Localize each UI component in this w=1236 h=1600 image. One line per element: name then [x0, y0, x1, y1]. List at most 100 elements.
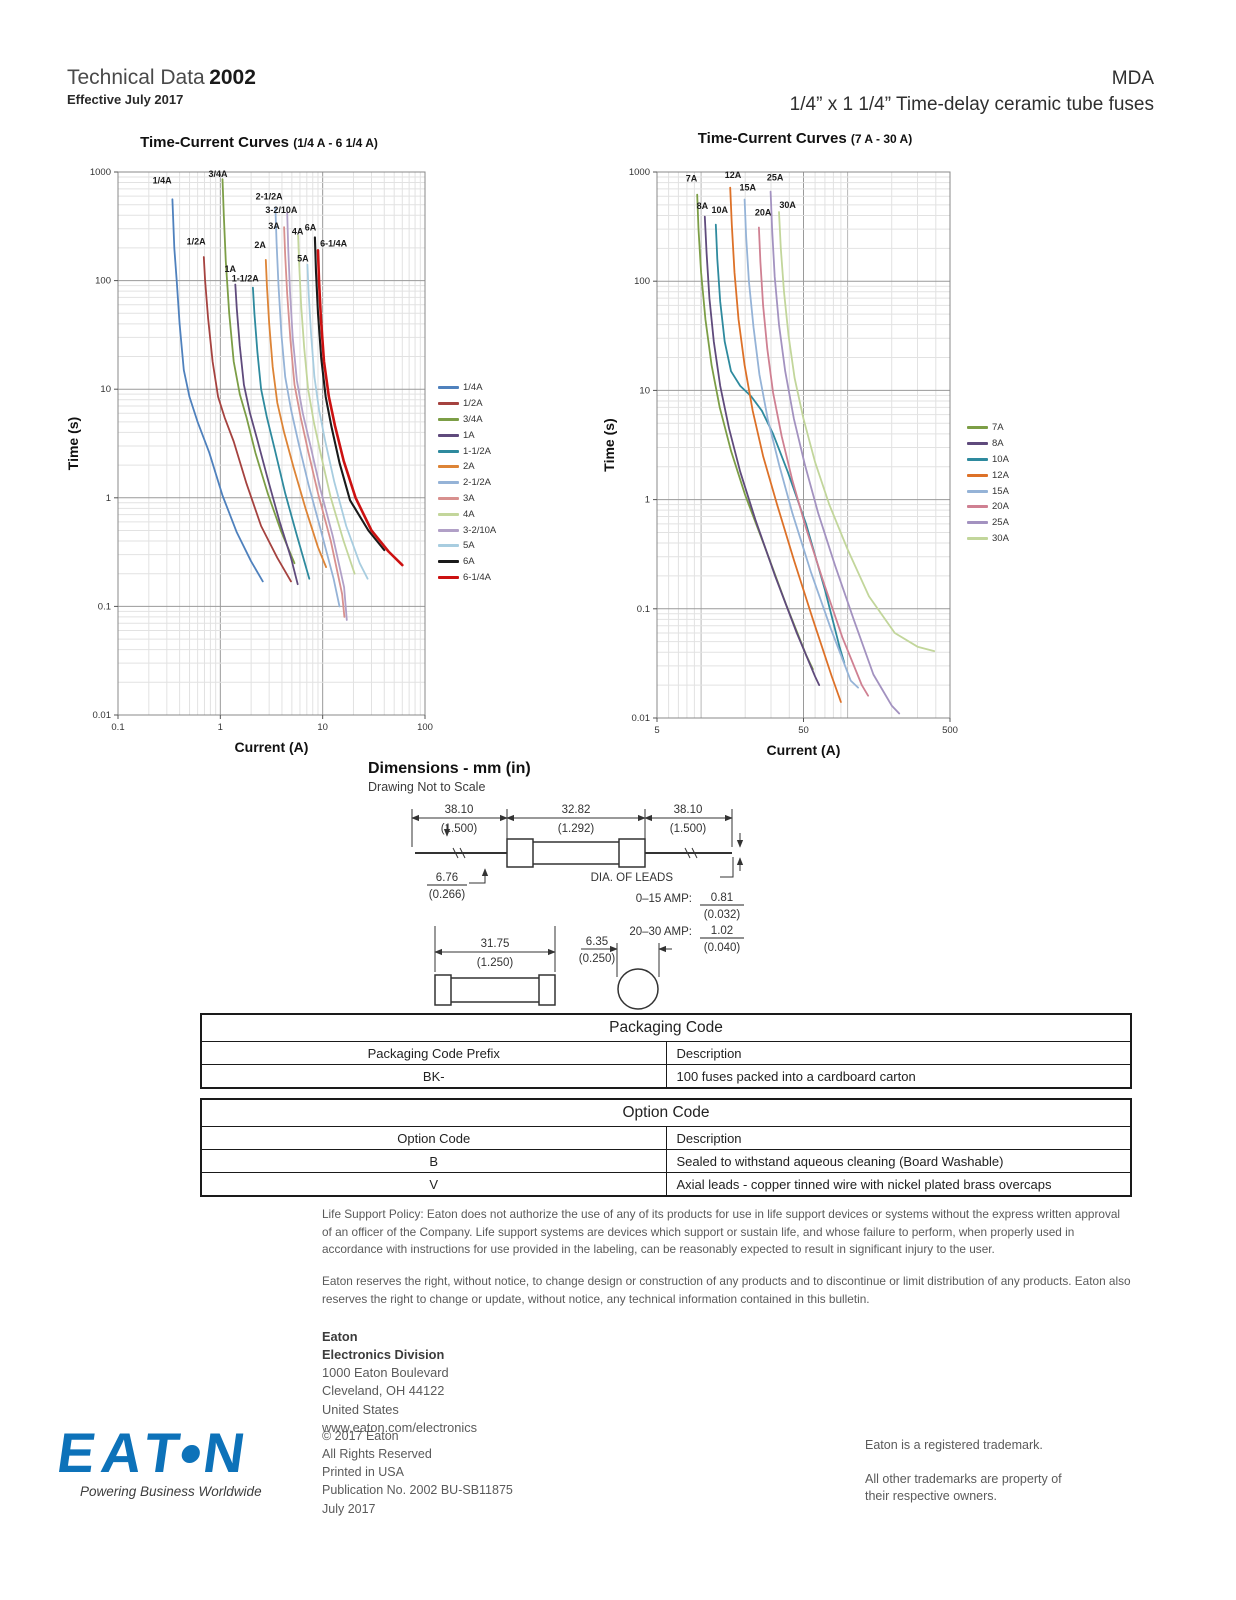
table-header-row: Option Code Description: [200, 1126, 1132, 1150]
legend-swatch: [438, 386, 459, 390]
y-axis-label: Time (s): [601, 418, 617, 471]
logo-letters-left: EAT: [54, 1424, 183, 1482]
svg-text:5: 5: [654, 725, 659, 736]
series-curves: [171, 178, 404, 621]
curve-label-1-1/2A: 1-1/2A: [232, 274, 260, 284]
legend-label: 1/4A: [463, 382, 483, 394]
dimension-lines: [411, 809, 744, 939]
svg-text:0.01: 0.01: [93, 710, 112, 721]
logo-tagline: Powering Business Worldwide: [80, 1484, 262, 1499]
column-header: Option Code: [200, 1126, 667, 1150]
legend-item-1/2A: 1/2A: [438, 396, 496, 412]
legend-item-3A: 3A: [438, 491, 496, 507]
effective-date: Effective July 2017: [67, 92, 184, 107]
svg-text:10: 10: [639, 385, 650, 396]
svg-text:0.1: 0.1: [637, 604, 650, 615]
trademark-line-2: All other trademarks are property of the…: [865, 1471, 1062, 1504]
series-6-1/4A: [316, 249, 404, 567]
series-15A: [743, 198, 859, 689]
chart-title-text: Time-Current Curves: [140, 134, 290, 151]
column-header: Description: [665, 1041, 1132, 1065]
packaging-table-title: Packaging Code: [200, 1013, 1132, 1042]
reservation-of-rights: Eaton reserves the right, without notice…: [322, 1274, 1131, 1306]
table-header-row: Packaging Code Prefix Description: [200, 1041, 1132, 1065]
legend-item-10A: 10A: [967, 452, 1009, 468]
legend-item-7A: 7A: [967, 420, 1009, 436]
dimension-labels: 38.10 (1.500) 32.82 (1.292) 38.10 (1.500…: [429, 804, 741, 969]
fuse-body-with-leads: [415, 838, 732, 868]
legend-item-8A: 8A: [967, 436, 1009, 452]
legend-label: 15A: [992, 485, 1009, 497]
series-1/4A: [171, 198, 264, 583]
curve-label-10A: 10A: [711, 205, 728, 215]
curve-label-4A: 4A: [292, 227, 304, 237]
product-description: 1/4” x 1 1/4” Time-delay ceramic tube fu…: [789, 93, 1154, 115]
legend-label: 6-1/4A: [463, 571, 491, 583]
svg-text:6.76: 6.76: [436, 872, 458, 884]
legend-swatch: [438, 496, 459, 500]
legend-swatch: [967, 473, 988, 477]
chart-svg: 5 50 500 1000 100 10 1 0.1 0.01 7A 8A 10A 12A 15A 20A 2…: [601, 167, 958, 758]
svg-text:6.35: 6.35: [586, 936, 608, 948]
curve-label-8A: 8A: [697, 201, 709, 211]
address-city: Cleveland, OH 44122: [322, 1383, 445, 1399]
legend-item-6-1/4A: 6-1/4A: [438, 570, 496, 586]
legend-swatch: [438, 465, 459, 469]
legend-label: 1A: [463, 429, 475, 441]
svg-text:1000: 1000: [90, 167, 111, 178]
legend-item-3/4A: 3/4A: [438, 412, 496, 428]
svg-text:20–30 AMP:: 20–30 AMP:: [629, 926, 692, 938]
series-2-1/2A: [274, 206, 341, 608]
series-3-2/10A: [286, 212, 348, 621]
dimensions-header: Dimensions - mm (in) Drawing Not to Scal…: [368, 760, 531, 794]
curve-label-1/2A: 1/2A: [187, 236, 207, 246]
legend-swatch: [438, 417, 459, 421]
option-table-title: Option Code: [200, 1098, 1132, 1127]
table-row: B Sealed to withstand aqueous cleaning (…: [200, 1149, 1132, 1173]
publication-number: Publication No. 2002 BU-SB11875: [322, 1483, 513, 1498]
series-7A: [696, 193, 814, 671]
svg-text:(0.032): (0.032): [704, 909, 741, 921]
series-3/4A: [221, 178, 296, 565]
doc-type: Technical Data: [67, 66, 205, 89]
x-axis-label: Current (A): [767, 742, 841, 758]
legend-item-2A: 2A: [438, 459, 496, 475]
chart-title-range: (7 A - 30 A): [850, 132, 913, 146]
svg-text:1: 1: [106, 493, 111, 504]
eaton-logo-mark: EAT N: [54, 1424, 249, 1482]
series-1A: [234, 283, 299, 586]
chart-left-plot: 0.1 1 10 100 1000 100 10 1 0.1 0.01 1/4A 1/2A 3/4A 1A…: [64, 156, 584, 777]
header-left: Technical Data 2002 Effective July 2017: [67, 66, 256, 107]
svg-text:(0.266): (0.266): [429, 889, 466, 901]
legend-label: 30A: [992, 532, 1009, 544]
series-2A: [264, 259, 327, 568]
legend-swatch: [438, 481, 459, 485]
packaging-prefix-cell: BK-: [200, 1064, 667, 1089]
chart-right-legend: 7A 8A 10A 12A 15A 20A 25A 30A: [967, 420, 1009, 546]
legend-label: 3A: [463, 492, 475, 504]
option-code-cell: V: [200, 1172, 667, 1197]
column-header: Packaging Code Prefix: [200, 1041, 667, 1065]
svg-text:(0.040): (0.040): [704, 942, 741, 954]
chart-left: Time-Current Curves (1/4 A - 6 1/4 A) 0.…: [64, 128, 584, 776]
svg-text:1.02: 1.02: [711, 925, 733, 937]
svg-text:1: 1: [645, 495, 650, 506]
legend-swatch: [967, 457, 988, 461]
legend-item-15A: 15A: [967, 483, 1009, 499]
legend-swatch: [438, 433, 459, 437]
option-description-cell: Sealed to withstand aqueous cleaning (Bo…: [665, 1149, 1132, 1173]
gridlines: [656, 171, 951, 719]
legend-swatch: [438, 528, 459, 532]
svg-text:(1.292): (1.292): [558, 823, 595, 835]
legend-item-4A: 4A: [438, 506, 496, 522]
doc-number: 2002: [209, 66, 256, 89]
address-block: Eaton Electronics Division 1000 Eaton Bo…: [322, 1328, 477, 1437]
website-link[interactable]: www.eaton.com/electronics: [322, 1419, 478, 1435]
svg-text:38.10: 38.10: [445, 804, 474, 816]
legend-item-5A: 5A: [438, 538, 496, 554]
svg-text:31.75: 31.75: [481, 938, 510, 950]
fuse-cap-left: [506, 838, 534, 868]
svg-text:100: 100: [95, 276, 111, 287]
svg-text:500: 500: [942, 725, 958, 736]
